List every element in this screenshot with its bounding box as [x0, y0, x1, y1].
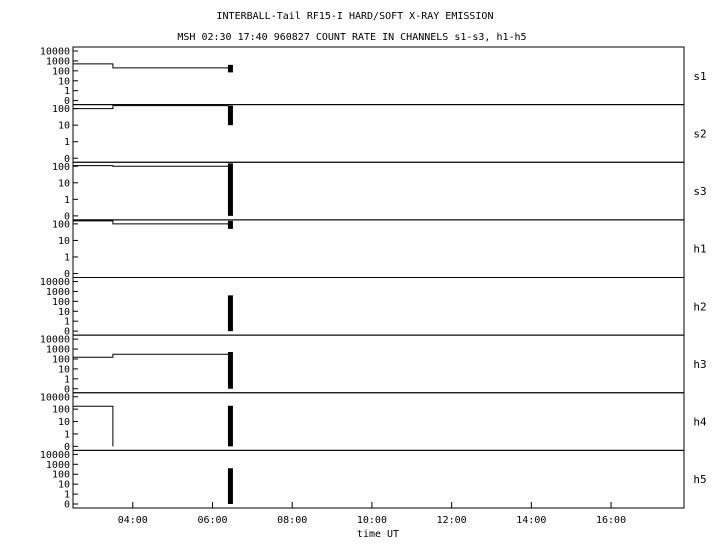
panel-frame-s2	[72, 104, 685, 163]
y-tick-label-h2-0: 10000	[40, 277, 70, 288]
channel-label-s3: s3	[693, 185, 706, 198]
y-tick-label-h3-1: 1000	[46, 345, 70, 356]
burst-mark-h1	[227, 220, 233, 229]
y-tick-label-h5-5: 0	[64, 500, 70, 511]
series-line-h4	[73, 405, 114, 447]
channel-label-h5: h5	[693, 473, 706, 486]
x-tick-label-2: 08:00	[277, 515, 307, 526]
y-tick-label-h4-4: 0	[64, 442, 70, 453]
y-tick-label-h1-0: 100	[52, 219, 70, 230]
y-tick-label-h3-3: 10	[58, 364, 70, 375]
x-tick-label-0: 04:00	[118, 515, 148, 526]
burst-mark-h5	[227, 468, 233, 504]
y-tick-label-s3-1: 10	[58, 178, 70, 189]
channel-label-h3: h3	[693, 358, 706, 371]
panel-frame-h1	[72, 219, 685, 278]
y-tick-label-h2-4: 1	[64, 317, 70, 328]
burst-mark-s2	[227, 105, 233, 126]
panel-frame-h5	[72, 449, 685, 509]
burst-mark-h2	[227, 295, 233, 332]
y-tick-label-h3-0: 10000	[40, 335, 70, 346]
y-tick-label-s1-4: 1	[64, 86, 70, 97]
x-axis: 04:00 06:00 08:00 10:00 12:00 14:00 16:00	[118, 502, 626, 526]
y-tick-label-s2-2: 1	[64, 137, 70, 148]
burst-mark-s1	[227, 64, 233, 73]
y-tick-label-h5-1: 1000	[46, 460, 70, 471]
y-tick-label-h2-3: 10	[58, 307, 70, 318]
y-tick-label-s1-3: 10	[58, 76, 70, 87]
y-tick-label-s2-1: 10	[58, 121, 70, 132]
x-tick-label-4: 12:00	[437, 515, 467, 526]
y-tick-label-h1-1: 10	[58, 236, 70, 247]
y-tick-label-s1-1: 1000	[46, 56, 70, 67]
x-tick-label-1: 06:00	[197, 515, 227, 526]
panel-frame-s3	[72, 161, 685, 221]
burst-mark-s3	[227, 163, 233, 216]
series-line-h3	[73, 353, 229, 358]
x-tick-label-3: 10:00	[357, 515, 387, 526]
y-tick-label-h1-3: 0	[64, 269, 70, 280]
chart-subtitle: MSH 02:30 17:40 960827 COUNT RATE IN CHA…	[177, 32, 526, 43]
burst-mark-h4	[227, 405, 233, 447]
y-tick-label-s2-0: 100	[52, 104, 70, 115]
x-tick-label-5: 14:00	[516, 515, 546, 526]
x-tick-label-6: 16:00	[596, 515, 626, 526]
y-tick-label-h4-0: 10000	[40, 392, 70, 403]
y-tick-label-s3-2: 1	[64, 195, 70, 206]
y-tick-label-h3-5: 0	[64, 384, 70, 395]
channel-label-h2: h2	[693, 300, 706, 313]
y-tick-label-h5-0: 10000	[40, 450, 70, 461]
chart-title: INTERBALL-Tail RF15-I HARD/SOFT X-RAY EM…	[217, 11, 494, 22]
y-tick-label-s1-5: 0	[64, 96, 70, 107]
y-tick-label-h5-3: 10	[58, 480, 70, 491]
y-tick-label-s2-3: 0	[64, 154, 70, 165]
channel-label-s1: s1	[693, 70, 706, 83]
y-tick-label-h1-2: 1	[64, 252, 70, 263]
series-line-h1	[73, 220, 229, 225]
y-tick-label-h3-2: 100	[52, 354, 70, 365]
y-tick-label-s1-0: 10000	[40, 47, 70, 58]
y-tick-label-h4-1: 100	[52, 405, 70, 416]
panel-frame-h3	[72, 334, 685, 394]
y-tick-label-s3-3: 0	[64, 211, 70, 222]
panel-stack: 1000010001001010s11001010s21001010s31001…	[40, 46, 707, 511]
panel-frame-h2	[72, 277, 685, 336]
series-line-s3	[73, 165, 229, 167]
series-line-s2	[73, 105, 229, 110]
y-tick-label-h2-1: 1000	[46, 287, 70, 298]
panel-frame-s1	[72, 46, 685, 106]
x-axis-label: time UT	[357, 529, 399, 540]
y-tick-label-h3-4: 1	[64, 374, 70, 385]
panel-frame-h4	[72, 392, 685, 451]
y-tick-label-s3-0: 100	[52, 162, 70, 173]
y-tick-label-h2-2: 100	[52, 297, 70, 308]
y-tick-label-h2-5: 0	[64, 327, 70, 338]
burst-mark-h3	[227, 352, 233, 389]
y-tick-label-h4-2: 10	[58, 417, 70, 428]
y-tick-label-h4-3: 1	[64, 429, 70, 440]
channel-label-h1: h1	[693, 243, 706, 256]
y-tick-label-h5-2: 100	[52, 470, 70, 481]
channel-label-h4: h4	[693, 416, 707, 429]
series-line-s1	[73, 63, 229, 69]
y-tick-label-s1-2: 100	[52, 66, 70, 77]
channel-label-s2: s2	[693, 127, 706, 140]
y-tick-label-h5-4: 1	[64, 490, 70, 501]
